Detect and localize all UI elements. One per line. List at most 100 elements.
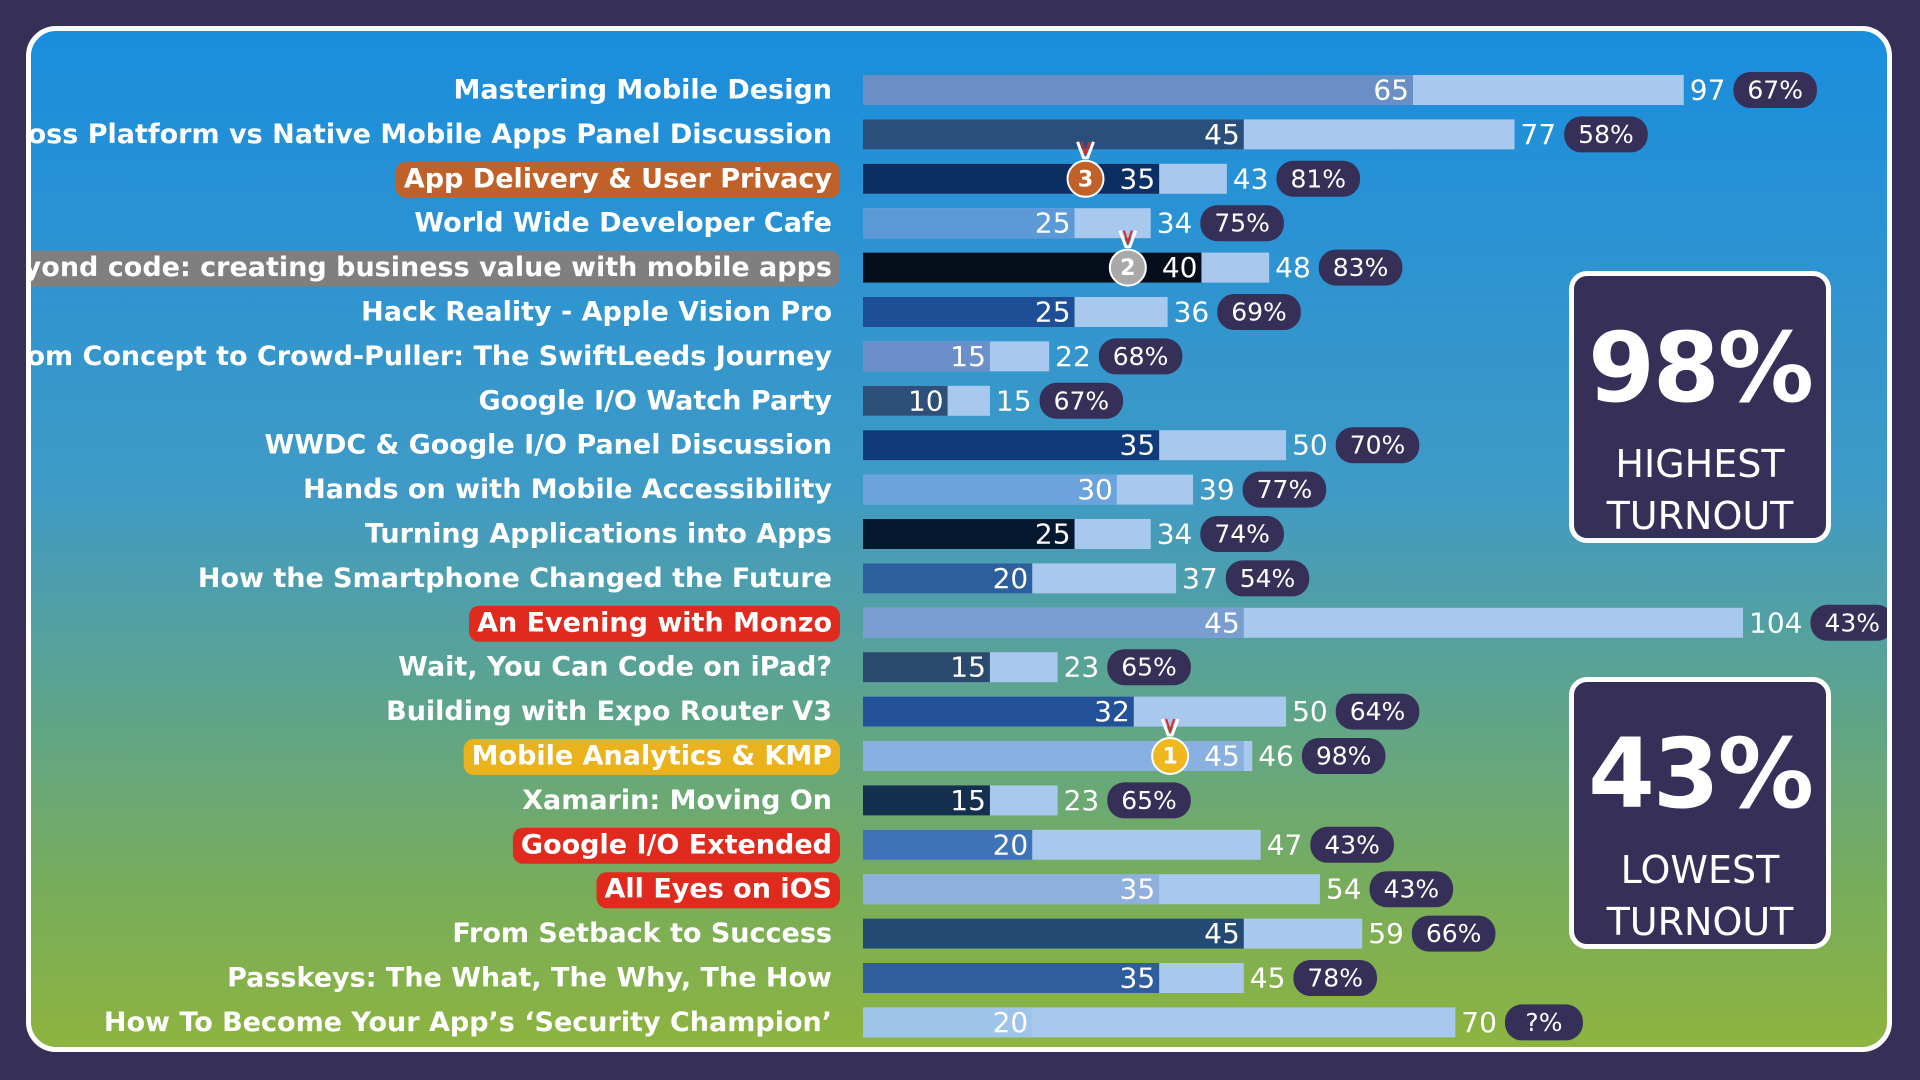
attended-value-label: 15 — [950, 651, 986, 684]
attended-value-label: 35 — [1120, 962, 1156, 995]
percent-label: 77% — [1257, 475, 1313, 504]
chart-row: Turning Applications into Apps 25 34 74% — [365, 516, 1284, 552]
attended-bar — [863, 918, 1244, 949]
percent-label: 70% — [1350, 431, 1406, 460]
registered-value-label: 59 — [1368, 917, 1404, 950]
medal-icon: 1 — [1151, 718, 1190, 775]
percent-label: 68% — [1113, 342, 1169, 371]
percent-pill — [1335, 427, 1420, 464]
chart-row: Xamarin: Moving On 15 23 65% — [522, 782, 1191, 819]
chart-row: Cross Platform vs Native Mobile Apps Pan… — [31, 116, 1648, 153]
registered-value-label: 48 — [1275, 251, 1311, 284]
attended-value-label: 20 — [993, 562, 1029, 595]
chart-row: Mobile Analytics & KMP 45 46 98% 1 — [463, 718, 1386, 775]
attended-value-label: 35 — [1120, 873, 1156, 906]
chart-row: Google I/O Extended 20 47 43% — [512, 826, 1394, 864]
attended-value-label: 15 — [950, 340, 986, 373]
percent-badge: 68% — [1098, 338, 1183, 375]
registered-value-label: 50 — [1292, 429, 1328, 462]
category-label: All Eyes on iOS — [605, 874, 832, 905]
registered-value-label: 23 — [1064, 651, 1100, 684]
category-label: Hands on with Mobile Accessibility — [303, 474, 832, 505]
chart-row: Mastering Mobile Design 65 97 67% — [454, 72, 1817, 108]
percent-pill — [1200, 516, 1284, 552]
percent-pill — [1318, 249, 1403, 286]
chart-row: Beyond code: creating business value wit… — [31, 230, 1403, 287]
attended-bar — [863, 563, 1033, 594]
attended-value-label: 25 — [1035, 296, 1071, 329]
chart-row: How the Smartphone Changed the Future 20 3… — [198, 560, 1310, 597]
percent-label: ?% — [1525, 1008, 1562, 1037]
chart-row: Passkeys: The What, The Why, The How 35 45… — [227, 960, 1377, 996]
attended-bar — [863, 829, 1033, 860]
attended-value-label: 45 — [1204, 606, 1240, 639]
category-label: How the Smartphone Changed the Future — [198, 563, 832, 594]
chart-row: Hands on with Mobile Accessibility 30 39 77… — [303, 471, 1327, 508]
attended-value-label: 25 — [1035, 518, 1071, 551]
category-label: Beyond code: creating business value wit… — [31, 252, 832, 283]
percent-pill — [1564, 116, 1648, 153]
registered-value-label: 45 — [1250, 962, 1286, 995]
chart-row: An Evening with Monzo 45 104 43% — [469, 604, 1887, 642]
percent-label: 98% — [1316, 742, 1372, 771]
highest-turnout-label-line1: HIGHEST — [1615, 442, 1785, 486]
registered-value-label: 43 — [1233, 162, 1269, 195]
chart-row: All Eyes on iOS 35 54 43% — [596, 871, 1454, 909]
medal-ribbon-stripe — [1122, 230, 1133, 246]
attended-bar — [863, 474, 1117, 505]
registered-value-label: 36 — [1174, 296, 1210, 329]
lowest-turnout-value: 43% — [1588, 718, 1814, 830]
percent-badge: 98% — [1301, 738, 1386, 774]
highest-turnout-label-line2: TURNOUT — [1606, 494, 1794, 538]
medal-number: 3 — [1078, 167, 1093, 192]
percent-label: 58% — [1578, 120, 1634, 149]
category-label: Mastering Mobile Design — [454, 75, 832, 106]
percent-pill — [1411, 915, 1496, 952]
percent-badge: 69% — [1217, 294, 1301, 330]
category-label: Hack Reality - Apple Vision Pro — [361, 297, 832, 328]
category-label: From Concept to Crowd-Puller: The SwiftL… — [31, 341, 832, 372]
percent-label: 69% — [1231, 298, 1287, 327]
registered-value-label: 70 — [1461, 1006, 1497, 1039]
attended-bar — [863, 385, 948, 416]
percent-label: 43% — [1824, 608, 1880, 637]
percent-pill — [1107, 782, 1191, 819]
percent-pill — [1276, 160, 1361, 197]
lowest-turnout-label-line1: LOWEST — [1620, 848, 1780, 892]
attended-value-label: 20 — [993, 828, 1029, 861]
chart-row: World Wide Developer Cafe 25 34 75% — [414, 205, 1284, 242]
percent-badge: 43% — [1810, 604, 1887, 641]
medal-ribbon — [1160, 718, 1180, 737]
percent-badge: 70% — [1335, 427, 1420, 464]
percent-label: 67% — [1747, 76, 1803, 105]
lowest-turnout-label-line2: TURNOUT — [1606, 900, 1794, 944]
percent-label: 43% — [1324, 830, 1380, 859]
percent-badge: ?% — [1504, 1004, 1583, 1041]
percent-label: 81% — [1290, 164, 1346, 193]
attended-value-label: 45 — [1204, 740, 1240, 773]
percent-pill — [1200, 205, 1284, 242]
percent-badge: 77% — [1242, 471, 1327, 508]
highest-turnout-card: 98% HIGHEST TURNOUT — [1569, 271, 1831, 543]
percent-pill — [1039, 382, 1124, 419]
attended-bar — [863, 252, 1202, 283]
category-label: WWDC & Google I/O Panel Discussion — [264, 430, 832, 461]
attended-bar — [863, 119, 1244, 150]
percent-pill — [1293, 960, 1377, 996]
category-label: From Setback to Success — [452, 918, 832, 949]
chart-row: Wait, You Can Code on iPad? 15 23 65% — [398, 649, 1191, 686]
percent-badge: 75% — [1200, 205, 1284, 242]
attended-bar — [863, 785, 990, 816]
percent-label: 43% — [1384, 875, 1440, 904]
attended-bar — [863, 341, 990, 372]
percent-pill — [1217, 294, 1301, 330]
percent-label: 83% — [1333, 253, 1389, 282]
chart-row: Google I/O Watch Party 10 15 67% — [479, 382, 1124, 419]
category-label: An Evening with Monzo — [477, 607, 832, 638]
percent-pill — [1810, 604, 1887, 641]
percent-label: 74% — [1214, 520, 1270, 549]
chart-row: Hack Reality - Apple Vision Pro 25 36 69% — [361, 294, 1301, 330]
medal-icon: 3 — [1066, 141, 1105, 198]
percent-badge: 67% — [1733, 72, 1817, 108]
medal-ribbon-stripe — [1165, 718, 1176, 735]
